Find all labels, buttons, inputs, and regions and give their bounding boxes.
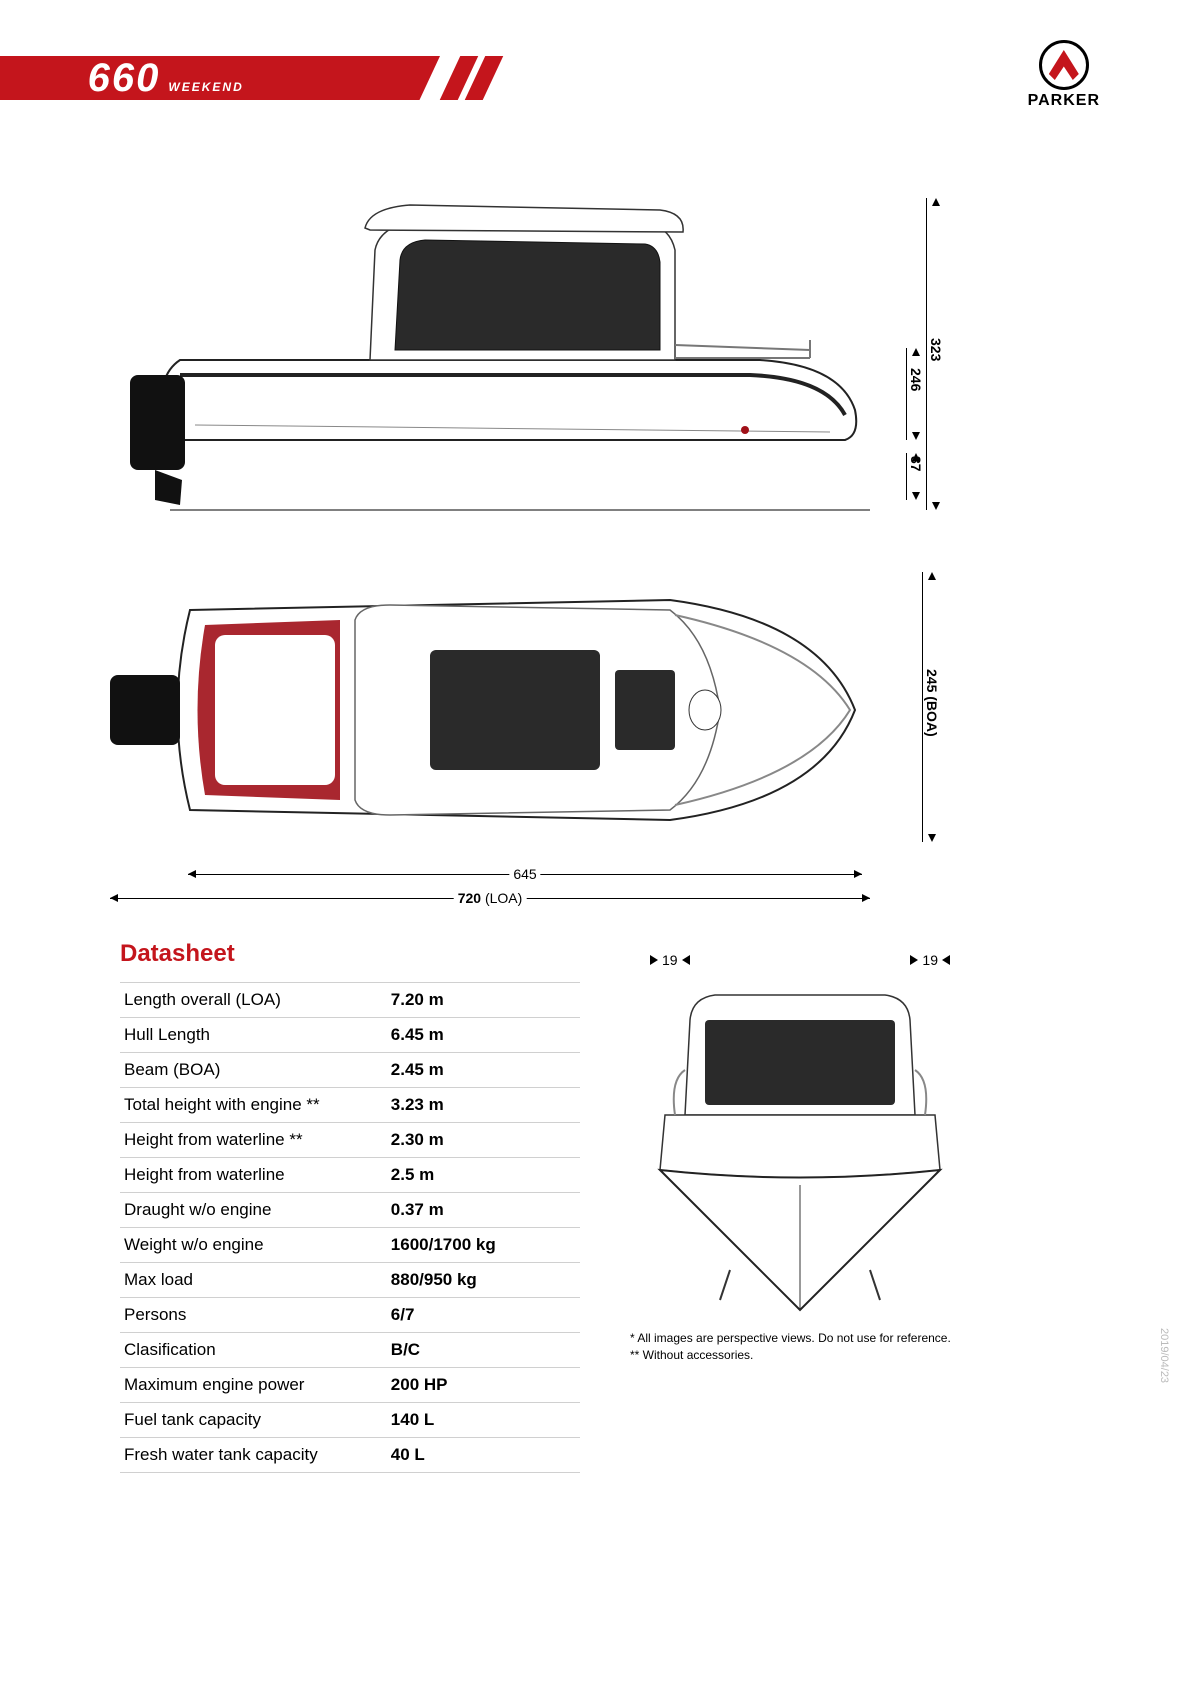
datasheet-section: Datasheet Length overall (LOA)7.20 mHull… bbox=[120, 940, 580, 1473]
dim-hull-length: 645 bbox=[509, 866, 540, 882]
datasheet-title: Datasheet bbox=[120, 940, 580, 968]
model-number: 660 bbox=[88, 56, 161, 100]
spec-value: 6/7 bbox=[387, 1298, 580, 1333]
table-row: Weight w/o engine1600/1700 kg bbox=[120, 1228, 580, 1263]
spec-label: Maximum engine power bbox=[120, 1368, 387, 1403]
model-name: WEEKEND bbox=[168, 65, 243, 109]
spec-label: Total height with engine ** bbox=[120, 1088, 387, 1123]
spec-label: Fuel tank capacity bbox=[120, 1403, 387, 1438]
spec-label: Clasification bbox=[120, 1333, 387, 1368]
table-row: Height from waterline2.5 m bbox=[120, 1158, 580, 1193]
header-band: 660 WEEKEND bbox=[0, 56, 440, 100]
table-row: Beam (BOA)2.45 m bbox=[120, 1053, 580, 1088]
table-row: Fresh water tank capacity40 L bbox=[120, 1438, 580, 1473]
table-row: Length overall (LOA)7.20 m bbox=[120, 983, 580, 1018]
date-stamp: 2019/04/23 bbox=[1158, 1328, 1170, 1383]
spec-value: 2.30 m bbox=[387, 1123, 580, 1158]
table-row: Persons6/7 bbox=[120, 1298, 580, 1333]
dim-boa-suffix: (BOA) bbox=[924, 696, 940, 736]
dim-loa: 720 bbox=[458, 890, 481, 906]
table-row: Max load880/950 kg bbox=[120, 1263, 580, 1298]
spec-value: 40 L bbox=[387, 1438, 580, 1473]
table-row: Hull Length6.45 m bbox=[120, 1018, 580, 1053]
dim-loa-suffix: (LOA) bbox=[485, 890, 522, 906]
brand-name: PARKER bbox=[1028, 92, 1100, 110]
spec-label: Height from waterline ** bbox=[120, 1123, 387, 1158]
spec-value: 6.45 m bbox=[387, 1018, 580, 1053]
boat-side-illustration bbox=[110, 180, 870, 520]
footnotes: * All images are perspective views. Do n… bbox=[630, 1330, 951, 1364]
spec-value: 2.45 m bbox=[387, 1053, 580, 1088]
boat-front-illustration bbox=[620, 960, 980, 1340]
spec-label: Persons bbox=[120, 1298, 387, 1333]
table-row: Total height with engine **3.23 m bbox=[120, 1088, 580, 1123]
spec-value: 7.20 m bbox=[387, 983, 580, 1018]
spec-label: Hull Length bbox=[120, 1018, 387, 1053]
spec-label: Beam (BOA) bbox=[120, 1053, 387, 1088]
table-row: Draught w/o engine0.37 m bbox=[120, 1193, 580, 1228]
brand-block: PARKER bbox=[1028, 40, 1100, 110]
dim-boa: 245 bbox=[924, 669, 940, 692]
spec-value: 0.37 m bbox=[387, 1193, 580, 1228]
spec-value: 140 L bbox=[387, 1403, 580, 1438]
spec-value: 1600/1700 kg bbox=[387, 1228, 580, 1263]
table-row: ClasificationB/C bbox=[120, 1333, 580, 1368]
spec-label: Length overall (LOA) bbox=[120, 983, 387, 1018]
dim-front-overhang-left: 19 bbox=[662, 952, 678, 968]
spec-label: Draught w/o engine bbox=[120, 1193, 387, 1228]
spec-label: Weight w/o engine bbox=[120, 1228, 387, 1263]
spec-value: B/C bbox=[387, 1333, 580, 1368]
spec-value: 200 HP bbox=[387, 1368, 580, 1403]
diagram-side-view: 323 246 37 bbox=[110, 180, 870, 520]
spec-label: Height from waterline bbox=[120, 1158, 387, 1193]
diagram-top-view: 645 720 (LOA) 245 (BOA) bbox=[110, 560, 870, 860]
table-row: Height from waterline **2.30 m bbox=[120, 1123, 580, 1158]
diagram-front-view: 19 19 bbox=[620, 960, 980, 1340]
spec-value: 3.23 m bbox=[387, 1088, 580, 1123]
dim-total-height: 323 bbox=[928, 338, 944, 361]
spec-label: Fresh water tank capacity bbox=[120, 1438, 387, 1473]
spec-value: 2.5 m bbox=[387, 1158, 580, 1193]
spec-value: 880/950 kg bbox=[387, 1263, 580, 1298]
boat-top-illustration bbox=[110, 560, 870, 860]
footnote-1: * All images are perspective views. Do n… bbox=[630, 1330, 951, 1347]
brand-logo-icon bbox=[1039, 40, 1089, 90]
table-row: Maximum engine power200 HP bbox=[120, 1368, 580, 1403]
dim-front-overhang-right: 19 bbox=[922, 952, 938, 968]
datasheet-table: Length overall (LOA)7.20 mHull Length6.4… bbox=[120, 982, 580, 1473]
spec-label: Max load bbox=[120, 1263, 387, 1298]
footnote-2: ** Without accessories. bbox=[630, 1347, 951, 1364]
dim-draught: 37 bbox=[908, 456, 924, 472]
dim-deck-height: 246 bbox=[908, 368, 924, 391]
table-row: Fuel tank capacity140 L bbox=[120, 1403, 580, 1438]
